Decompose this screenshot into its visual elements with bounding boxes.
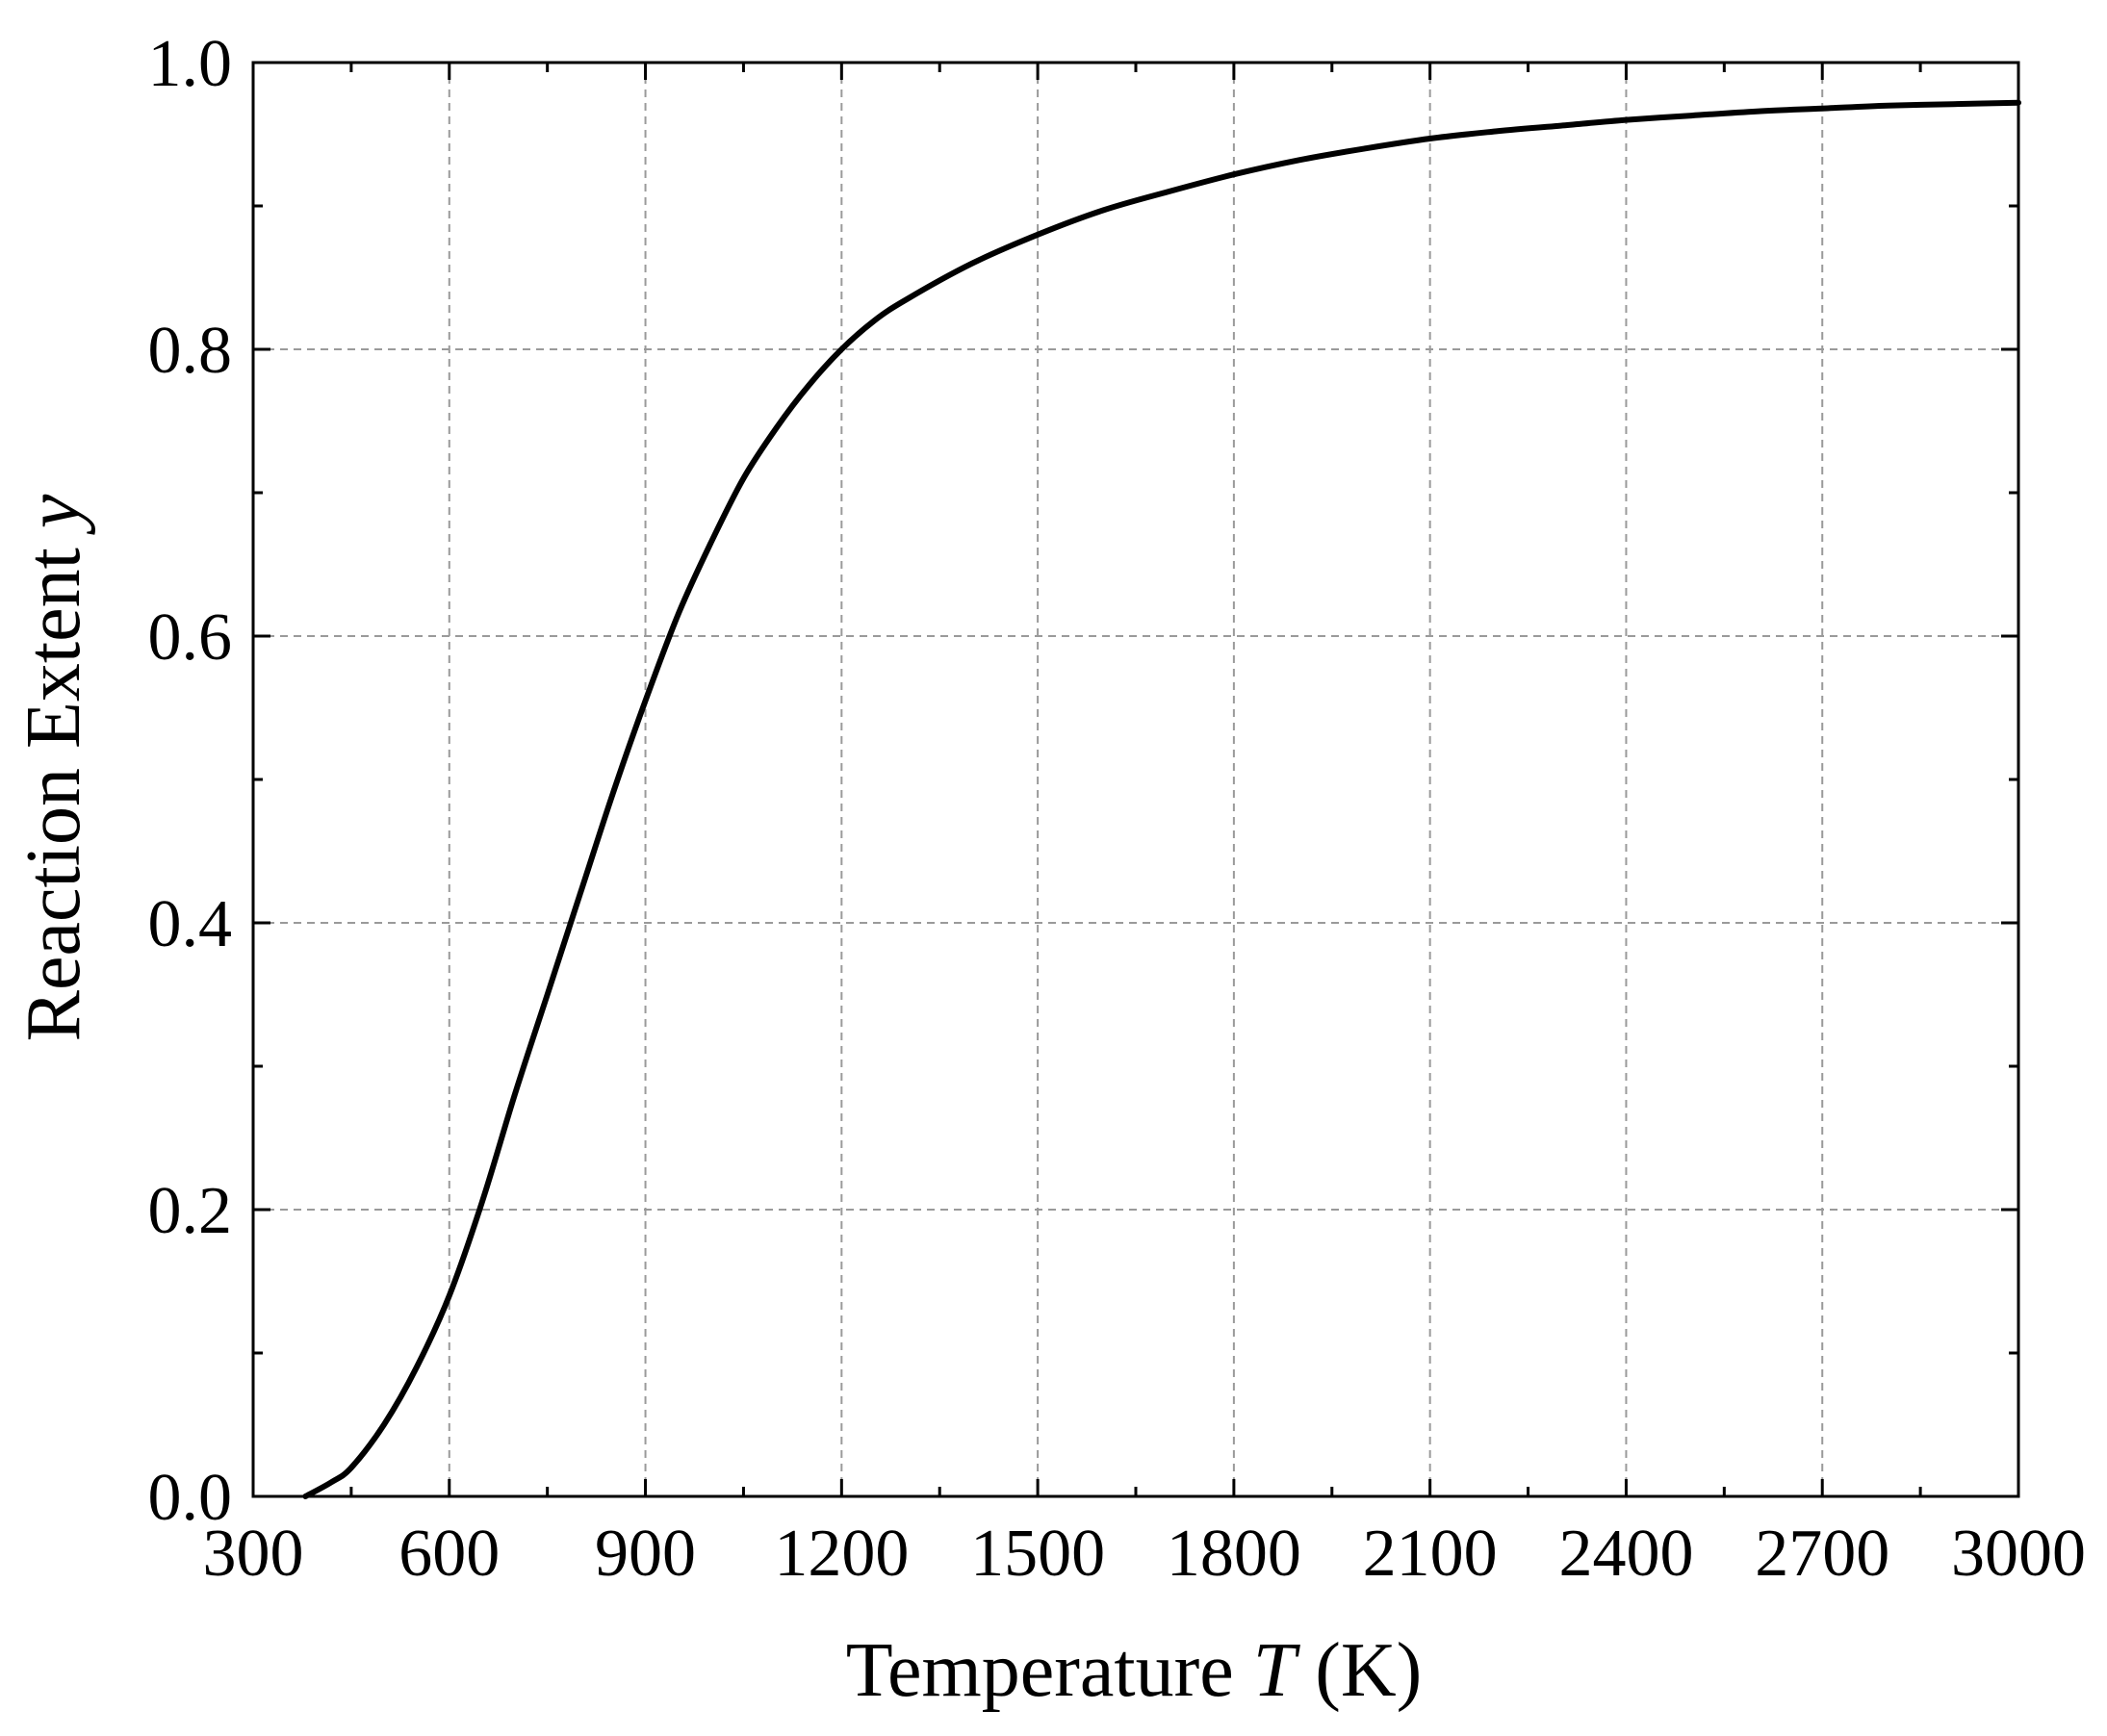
y-tick-label: 0.6 bbox=[148, 600, 233, 675]
x-tick-label: 3000 bbox=[1951, 1517, 2086, 1591]
x-tick-label: 900 bbox=[595, 1517, 696, 1591]
y-tick-label: 0.0 bbox=[148, 1461, 233, 1535]
y-tick-label: 0.4 bbox=[148, 887, 233, 961]
y-axis-title: Reaction Extent y bbox=[12, 494, 96, 1041]
y-tick-labels: 0.0 0.2 0.4 0.6 0.8 1.0 bbox=[148, 27, 233, 1535]
axis-ticks bbox=[251, 61, 2020, 1498]
x-tick-label: 2400 bbox=[1558, 1517, 1693, 1591]
x-tick-label: 2700 bbox=[1755, 1517, 1889, 1591]
plot-frame bbox=[251, 61, 2020, 1498]
x-tick-label: 1200 bbox=[774, 1517, 909, 1591]
x-tick-label: 1500 bbox=[970, 1517, 1105, 1591]
x-axis-title: Temperature T (K) bbox=[846, 1628, 1423, 1713]
y-tick-label: 0.8 bbox=[148, 314, 233, 388]
grid-lines bbox=[253, 63, 2018, 1496]
x-tick-label: 300 bbox=[203, 1517, 304, 1591]
x-tick-label: 600 bbox=[398, 1517, 500, 1591]
x-tick-label: 2100 bbox=[1363, 1517, 1498, 1591]
x-tick-labels: 300 600 900 1200 1500 1800 2100 2400 2700 3000 bbox=[203, 1517, 2087, 1591]
series-line bbox=[302, 99, 2021, 1499]
x-tick-label: 1800 bbox=[1167, 1517, 1301, 1591]
y-tick-label: 0.2 bbox=[148, 1174, 233, 1248]
y-tick-label: 1.0 bbox=[148, 27, 233, 101]
